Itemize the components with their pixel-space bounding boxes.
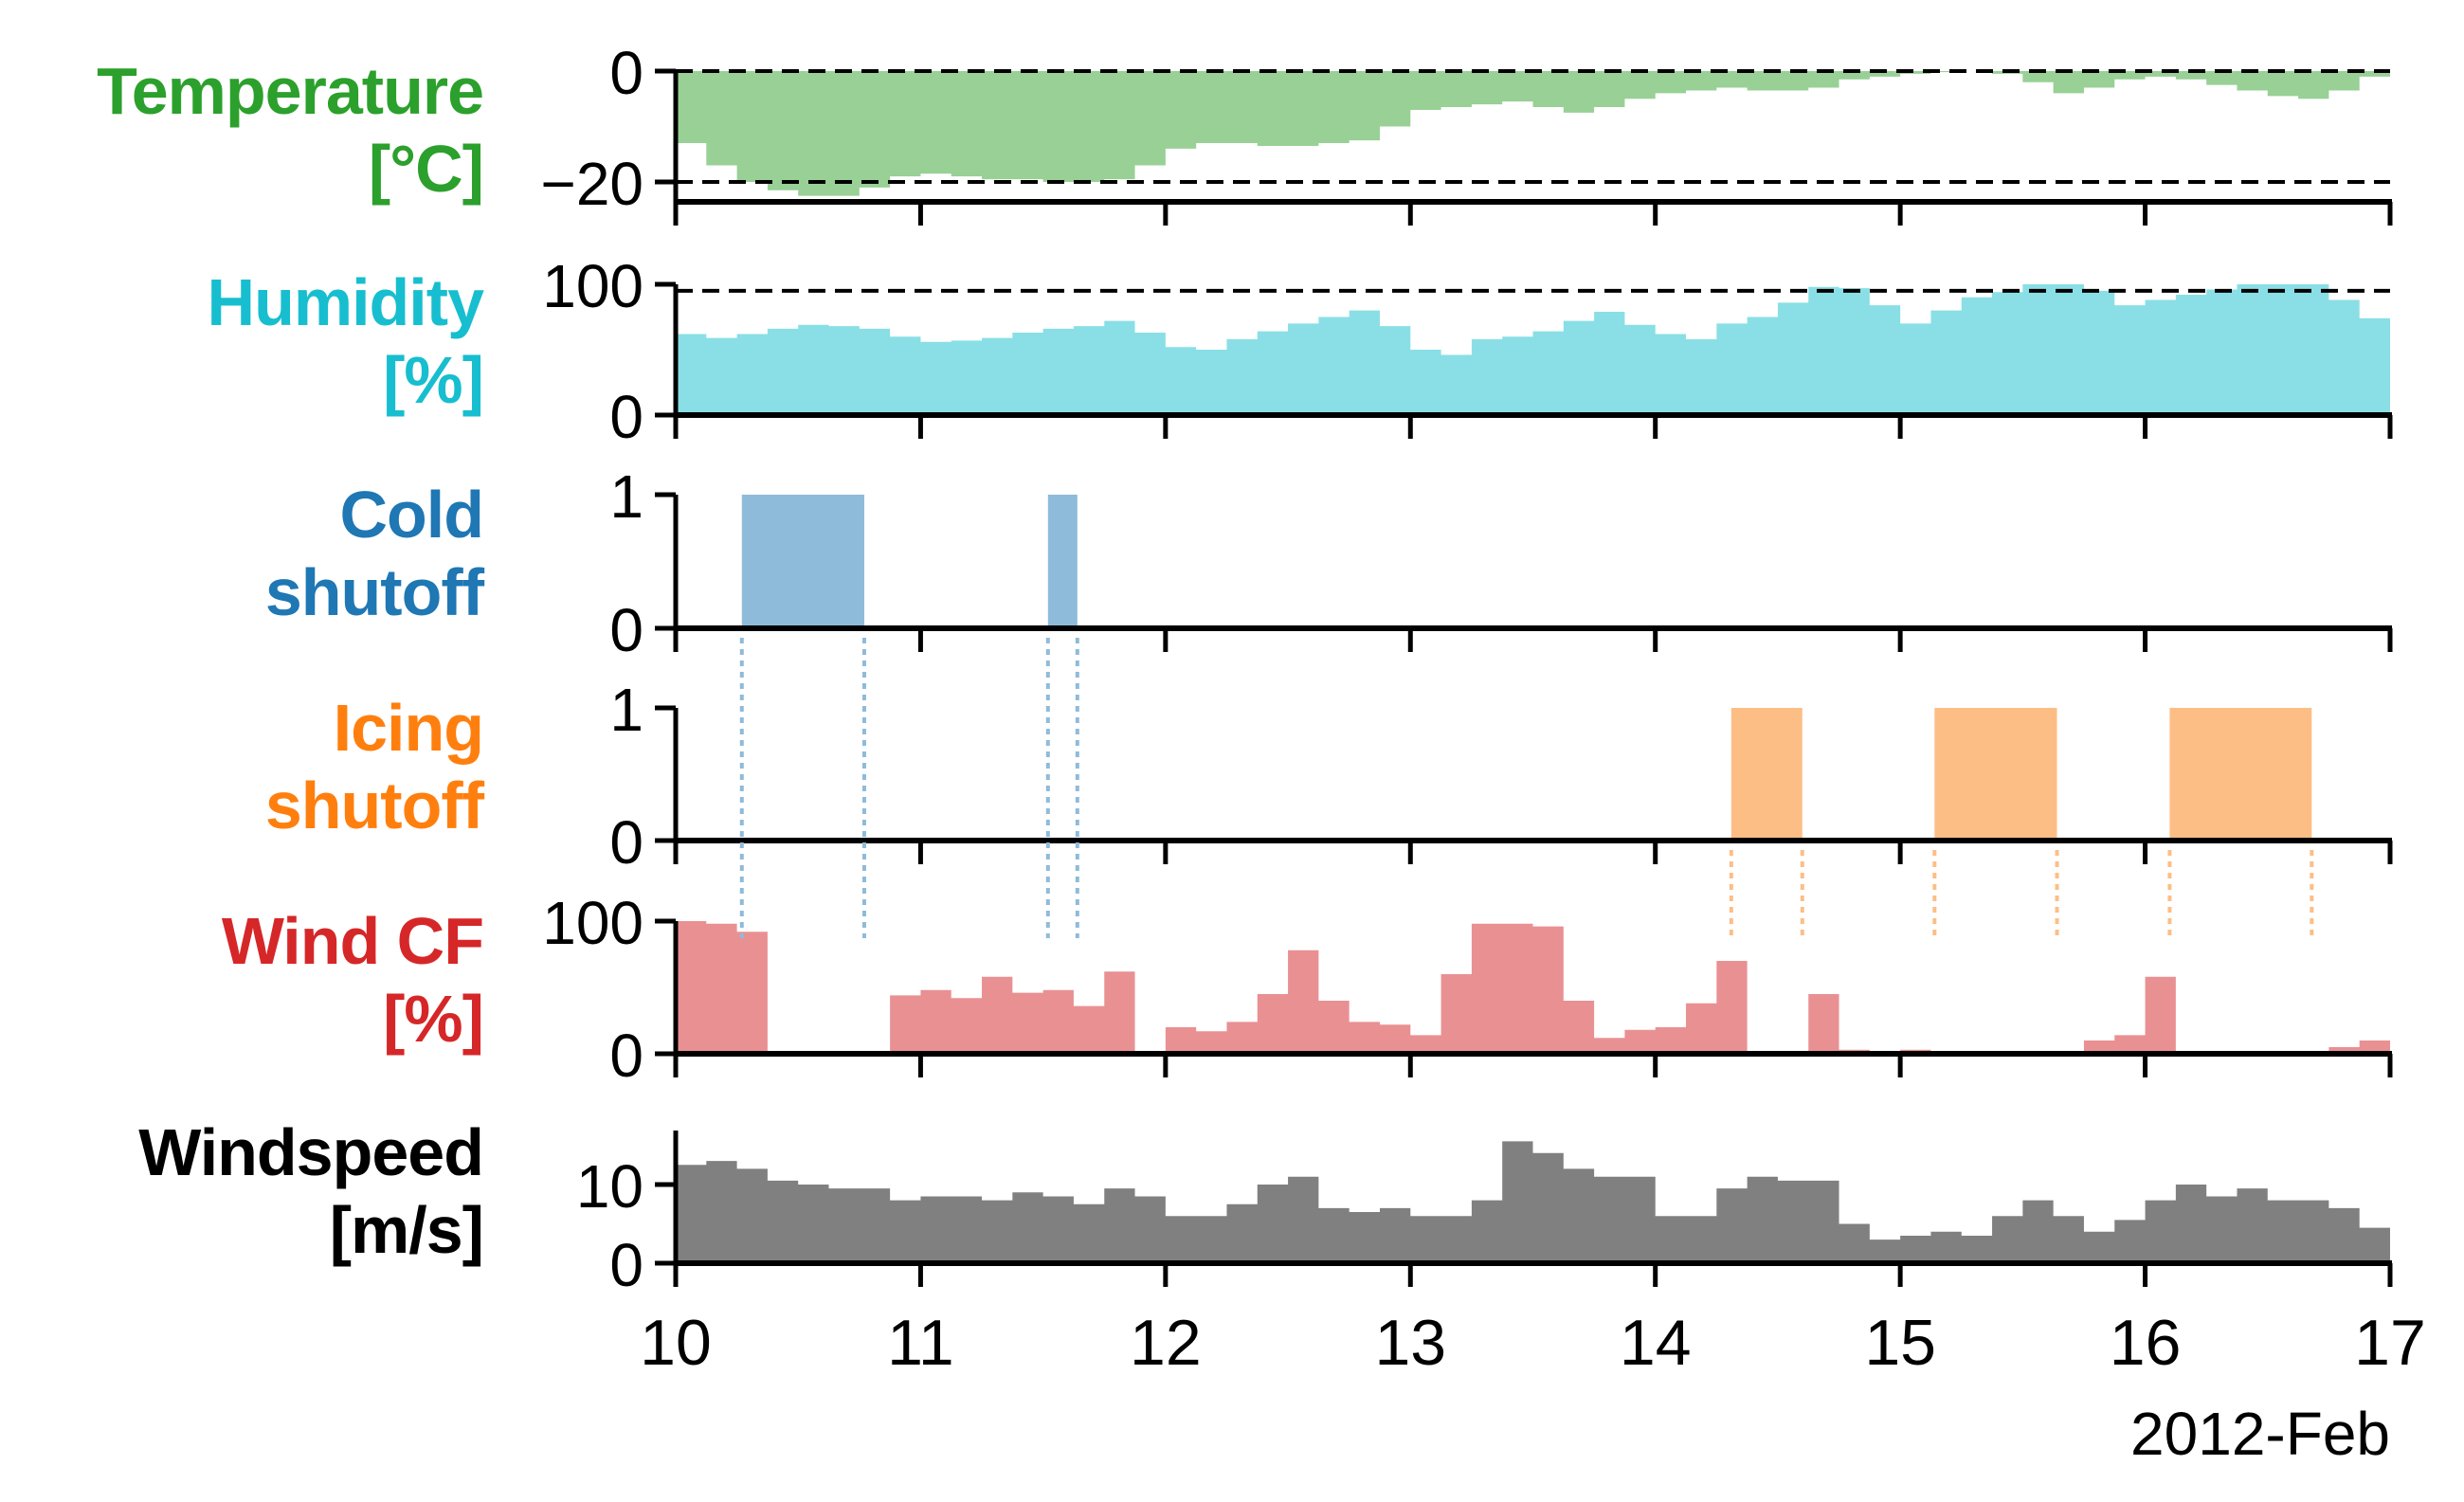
panel-windcf: 100 0	[542, 889, 2393, 1090]
windspeed-y-tick-label: 0	[609, 1231, 643, 1299]
ylabel-temperature-line2: [°C]	[368, 132, 484, 206]
windspeed-y-tick-label: 10	[576, 1152, 643, 1221]
humidity-series-area	[676, 284, 2390, 415]
temperature-series-area	[676, 71, 2390, 196]
x-tick-label: 13	[1374, 1307, 1446, 1379]
x-tick-label: 16	[2110, 1307, 2182, 1379]
x-tick-label: 15	[1864, 1307, 1936, 1379]
panel-windspeed: 100	[576, 1131, 2393, 1299]
ylabel-humidity-line1: Humidity	[207, 265, 484, 339]
humidity-y-tick-label: 0	[609, 383, 643, 451]
humidity-y-tick-label: 100	[542, 252, 643, 320]
windcf-series-area	[676, 921, 2390, 1054]
x-tick-label: 17	[2354, 1307, 2426, 1379]
shutoff-connector-lines	[739, 638, 2314, 938]
ylabel-icing-shutoff: Icing shutoff	[264, 689, 484, 844]
ylabel-icing-line1: Icing	[333, 691, 484, 765]
ylabel-windcf-line1: Wind CF	[221, 904, 484, 978]
cold-shutoff-bar	[741, 495, 864, 628]
cold-shutoff-bar	[1047, 495, 1078, 628]
ylabel-cold-shutoff: Cold shutoff	[264, 476, 484, 631]
icing-y-tick-label: 1	[609, 676, 643, 744]
ylabel-temperature: Temperature [°C]	[97, 52, 484, 208]
ylabel-wind-cf: Wind CF [%]	[221, 902, 484, 1058]
cold-y-tick-label: 1	[609, 462, 643, 531]
ylabel-icing-line2: shutoff	[264, 769, 484, 842]
x-tick-label: 10	[640, 1307, 712, 1379]
temperature-y-tick-label: 0	[609, 39, 643, 107]
x-tick-label: 11	[887, 1307, 954, 1379]
cold-y-tick-label: 0	[609, 596, 643, 664]
icing-shutoff-bar	[1730, 708, 1803, 841]
ylabel-temperature-line1: Temperature	[97, 54, 484, 128]
x-axis: 2012-Feb 10 11 12 13 14 15 16 17	[640, 1307, 2426, 1468]
panel-cold: 10	[609, 462, 2393, 664]
windcf-y-tick-label: 0	[609, 1022, 643, 1090]
x-tick-label: 14	[1620, 1307, 1692, 1379]
x-tick-label: 12	[1130, 1307, 1202, 1379]
ylabel-windspeed: Windspeed [m/s]	[138, 1113, 484, 1269]
windspeed-series-area	[676, 1141, 2390, 1263]
ylabel-windspeed-line1: Windspeed	[138, 1115, 484, 1189]
ylabel-windcf-line2: [%]	[383, 982, 484, 1056]
ylabel-windspeed-line2: [m/s]	[329, 1193, 484, 1267]
icing-y-tick-label: 0	[609, 808, 643, 877]
ylabel-cold-line2: shutoff	[264, 555, 484, 629]
windcf-y-tick-label: 100	[542, 889, 643, 957]
ylabel-humidity: Humidity [%]	[207, 263, 484, 419]
ylabel-humidity-line2: [%]	[383, 343, 484, 417]
icing-shutoff-bar	[2169, 708, 2312, 841]
icing-shutoff-bar	[1934, 708, 2057, 841]
temperature-y-tick-label: −20	[540, 150, 643, 218]
ylabel-cold-line1: Cold	[339, 478, 484, 552]
panel-temperature: 0 −20	[540, 39, 2393, 226]
panel-icing: 10	[609, 676, 2393, 877]
panel-humidity: 100 0	[542, 252, 2393, 451]
x-axis-date-label: 2012-Feb	[2130, 1400, 2390, 1468]
